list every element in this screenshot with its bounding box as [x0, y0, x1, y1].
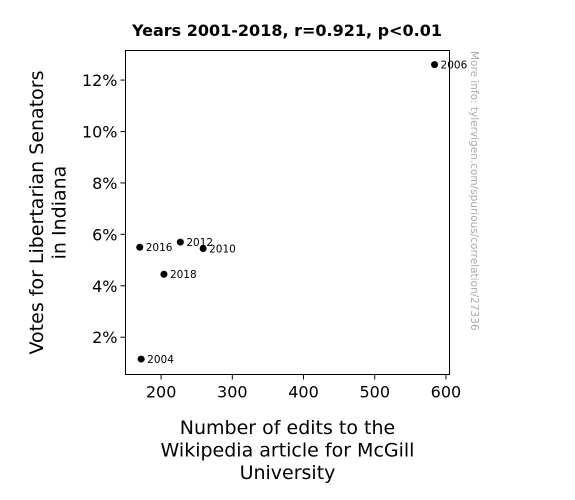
y-tick-label: 6% — [92, 225, 117, 244]
x-tick-label: 400 — [288, 383, 319, 402]
data-point-2006 — [431, 61, 439, 69]
y-axis-label-line: in Indiana — [49, 166, 71, 260]
data-point-2016 — [136, 243, 144, 251]
y-tick-label: 4% — [92, 277, 117, 296]
data-label-2006: 2006 — [441, 60, 468, 72]
data-points — [136, 61, 439, 363]
x-tick-label: 300 — [217, 383, 248, 402]
data-point-2018 — [160, 270, 168, 278]
x-tick-label: 200 — [146, 383, 177, 402]
y-axis: 2% 4% 6% 8% 10% 12% — [82, 71, 126, 347]
x-axis: 200 300 400 500 600 — [146, 374, 462, 402]
x-tick-label: 500 — [359, 383, 390, 402]
data-label-2016: 2016 — [146, 242, 173, 254]
data-label-2018: 2018 — [170, 269, 197, 281]
data-point-2004 — [137, 355, 145, 363]
y-tick-label: 8% — [92, 174, 117, 193]
y-tick-label: 10% — [82, 123, 118, 142]
data-point-2010 — [199, 245, 207, 252]
data-label-2010: 2010 — [209, 244, 236, 256]
data-label-2004: 2004 — [147, 354, 174, 366]
data-point-2012 — [176, 238, 184, 246]
data-label-2012: 2012 — [186, 237, 213, 249]
y-tick-label: 12% — [82, 71, 118, 90]
watermark-text: More info: tylervigen.com/spurious/corre… — [468, 51, 480, 331]
x-axis-label-line: Number of edits to the — [180, 417, 395, 439]
plot-frame — [125, 50, 450, 375]
y-tick-label: 2% — [92, 328, 117, 347]
x-axis-label-line: Wikipedia article for McGill — [161, 440, 415, 462]
x-tick-label: 600 — [431, 383, 462, 402]
y-axis-label-line: Votes for Libertarian Senators — [26, 71, 48, 355]
chart-title: Years 2001-2018, r=0.921, p<0.01 — [131, 21, 442, 40]
x-axis-label-line: University — [240, 462, 336, 484]
y-axis-label: Votes for Libertarian Senatorsin Indiana — [26, 71, 71, 355]
x-axis-label: Number of edits to the Wikipedia article … — [161, 417, 415, 484]
